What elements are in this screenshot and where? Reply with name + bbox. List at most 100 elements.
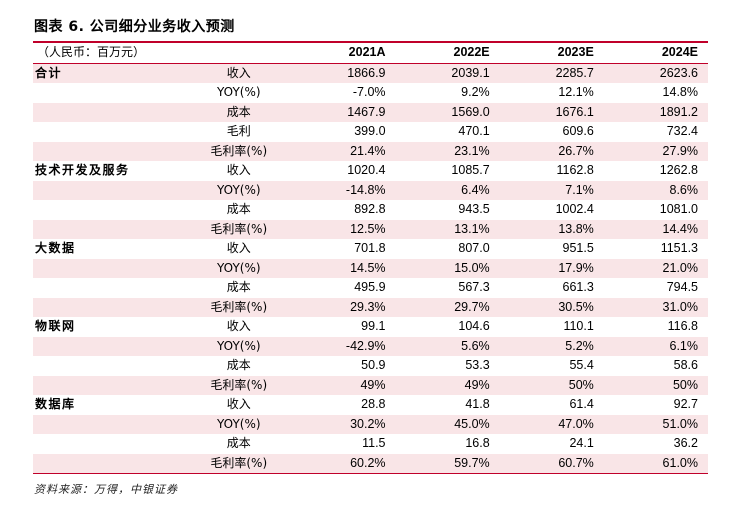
table-row: YOY(%) 30.2% 45.0% 47.0% 51.0% [33,414,708,435]
value-cell: -14.8% [345,182,386,197]
metric-label: 收入 [226,241,251,255]
metric-label: 毛利率(%) [210,221,268,236]
segment-label: 技术开发及服务 [35,163,130,177]
segment-label: 合计 [35,65,63,80]
value-cell: 45.0% [454,416,490,431]
value-cell: 661.3 [562,280,594,294]
value-cell: 807.0 [458,241,490,255]
year-header: 2022E [453,45,490,59]
table-body: 合计 收入 1866.9 2039.1 2285.7 2623.6 YOY(%) -7.0% 9… [33,63,708,473]
segment-label [33,356,146,376]
table-row: 毛利率(%) 29.3% 29.7% 30.5% 31.0% [33,297,708,317]
value-cell: 1081.0 [659,202,698,216]
value-cell: 12.5% [350,221,386,236]
metric-label: 毛利 [226,124,251,138]
value-cell: 36.2 [673,436,698,450]
value-cell: 61.0% [662,455,698,470]
value-cell: 1002.4 [555,202,594,216]
metric-label: YOY(%) [216,85,261,99]
segment-label [33,200,146,220]
value-cell: 6.4% [461,182,490,197]
value-cell: 30.5% [558,299,594,314]
value-cell: 5.2% [565,338,594,353]
segment-label [33,83,146,103]
table-row: 数据库 收入 28.8 41.8 61.4 92.7 [33,395,708,415]
year-header: 2024E [661,45,698,59]
segment-label [33,181,146,201]
table-row: 大数据 收入 701.8 807.0 951.5 1151.3 [33,239,708,259]
table-row: 成本 11.5 16.8 24.1 36.2 [33,434,708,454]
value-cell: 60.7% [558,455,594,470]
table-row: 毛利 399.0 470.1 609.6 732.4 [33,122,708,142]
value-cell: 1020.4 [347,163,386,177]
value-cell: 1467.9 [347,104,386,119]
value-cell: 17.9% [558,260,594,275]
segment-label [33,415,146,435]
metric-label: YOY(%) [216,416,261,431]
value-cell: 15.0% [454,260,490,275]
metric-label: 毛利率(%) [210,377,268,392]
value-cell: 31.0% [662,299,698,314]
value-cell: 21.0% [662,260,698,275]
value-cell: 6.1% [669,338,699,353]
value-cell: 61.4 [569,397,594,411]
value-cell: 59.7% [454,455,490,470]
value-cell: 13.1% [454,221,490,236]
metric-label: 收入 [226,65,251,80]
segment-label [33,259,146,279]
value-cell: 99.1 [361,319,386,333]
value-cell: -42.9% [345,338,386,353]
forecast-table-container: （人民币：百万元） 2021A 2022E 2023E 2024E 合计 收入 18… [33,41,708,474]
metric-label: 毛利率(%) [210,299,268,314]
value-cell: 609.6 [562,124,594,138]
value-cell: 50.9 [361,358,386,372]
value-cell: 29.7% [454,299,490,314]
bottom-rule [33,473,708,474]
metric-label: 收入 [226,319,251,333]
value-cell: 26.7% [558,143,594,158]
year-header: 2021A [348,45,386,59]
metric-label: 成本 [226,202,251,216]
value-cell: 49% [464,377,490,392]
value-cell: 21.4% [350,143,386,158]
header-row: （人民币：百万元） 2021A 2022E 2023E 2024E [33,43,708,63]
value-cell: 23.1% [454,143,490,158]
value-cell: 399.0 [354,124,386,138]
value-cell: 1085.7 [451,163,490,177]
value-cell: 14.8% [662,85,698,99]
segment-label [33,434,146,454]
value-cell: 116.8 [667,319,698,333]
segment-label: 大数据 [35,241,76,255]
metric-label: 收入 [226,163,251,177]
value-cell: 30.2% [350,416,386,431]
value-cell: 50% [568,377,594,392]
value-cell: 29.3% [350,299,386,314]
value-cell: 55.4 [569,358,594,372]
table-row: 毛利率(%) 60.2% 59.7% 60.7% 61.0% [33,453,708,473]
value-cell: 9.2% [461,85,490,99]
metric-label: 成本 [226,280,251,294]
segment-label: 物联网 [35,319,76,333]
value-cell: 7.1% [565,182,594,197]
value-cell: 567.3 [458,280,490,294]
value-cell: 943.5 [458,202,490,216]
value-cell: 110.1 [563,319,594,333]
table-row: 成本 892.8 943.5 1002.4 1081.0 [33,200,708,220]
metric-label: 毛利率(%) [210,143,268,158]
value-cell: 92.7 [673,397,698,411]
segment-label [33,220,146,240]
metric-label: YOY(%) [216,338,261,353]
table-row: YOY(%) -42.9% 5.6% 5.2% 6.1% [33,336,708,356]
value-cell: 49% [360,377,386,392]
metric-label: 收入 [226,397,251,411]
value-cell: 28.8 [361,397,386,411]
value-cell: 14.5% [350,260,386,275]
value-cell: 12.1% [558,85,594,99]
value-cell: 1866.9 [347,65,386,80]
value-cell: 2623.6 [659,65,698,80]
value-cell: 732.4 [666,124,698,138]
table-row: 物联网 收入 99.1 104.6 110.1 116.8 [33,317,708,337]
value-cell: 5.6% [461,338,490,353]
value-cell: 24.1 [569,436,594,450]
table-row: YOY(%) 14.5% 15.0% 17.9% 21.0% [33,258,708,279]
